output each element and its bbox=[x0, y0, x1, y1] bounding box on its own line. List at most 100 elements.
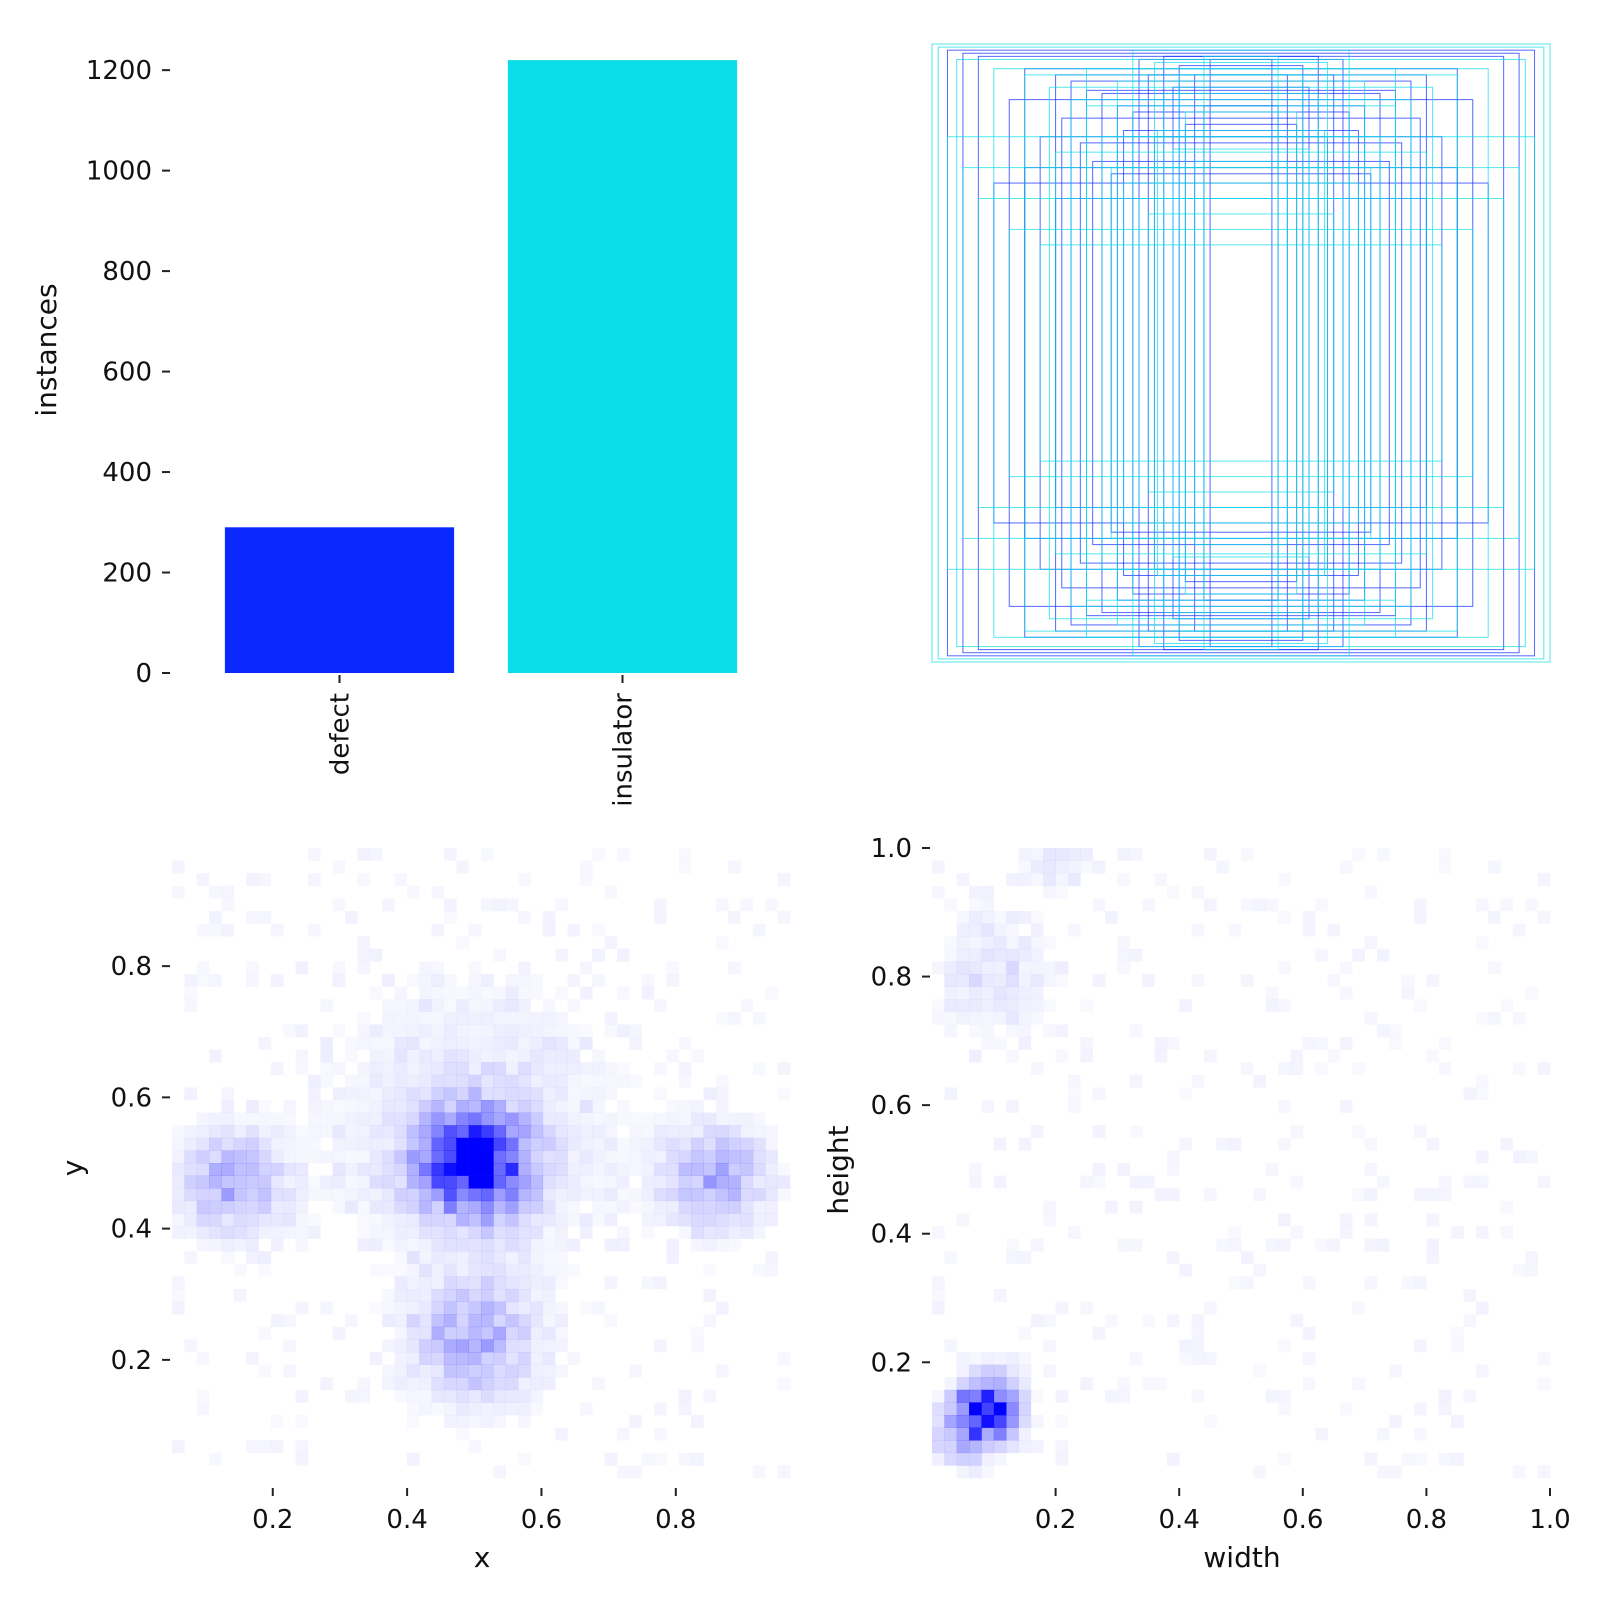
xy-cell bbox=[518, 1163, 531, 1176]
xy-cell bbox=[518, 1226, 531, 1239]
xy-cell bbox=[296, 1062, 309, 1075]
xy-cell bbox=[530, 1150, 544, 1164]
xy-cell bbox=[728, 1012, 741, 1025]
xy-cell bbox=[493, 1377, 507, 1391]
wh-cell bbox=[1080, 1049, 1093, 1063]
xy-cell bbox=[394, 1037, 408, 1050]
wh-cell bbox=[1006, 1050, 1019, 1063]
xy-cell bbox=[468, 1049, 482, 1063]
xy-cell bbox=[592, 1100, 605, 1113]
xy-cell bbox=[406, 1226, 420, 1239]
xy-cell bbox=[406, 1125, 420, 1139]
xy-cell bbox=[443, 1175, 457, 1189]
xy-cell bbox=[530, 1238, 544, 1252]
xy-cell bbox=[443, 1251, 457, 1265]
xy-cell bbox=[369, 1163, 383, 1176]
wh-cell bbox=[1253, 1188, 1266, 1201]
wh-cell bbox=[1475, 1150, 1489, 1164]
box-defect bbox=[1092, 160, 1390, 546]
xy-cell bbox=[617, 848, 630, 861]
xy-cell bbox=[431, 1263, 445, 1277]
xy-ylabel: y bbox=[56, 1160, 89, 1177]
xy-cell bbox=[394, 1226, 408, 1239]
xy-cell bbox=[481, 848, 494, 861]
xy-cell bbox=[357, 1112, 371, 1126]
xy-cell bbox=[456, 1326, 469, 1340]
xy-cell bbox=[172, 1301, 185, 1315]
wh-cell bbox=[1204, 1188, 1217, 1201]
xy-cell bbox=[443, 1364, 457, 1378]
wh-cell bbox=[1030, 948, 1044, 962]
wh-cell bbox=[1538, 1352, 1551, 1365]
xy-cell bbox=[568, 1201, 581, 1214]
wh-cell bbox=[1191, 1339, 1205, 1353]
xy-cell bbox=[431, 1251, 445, 1265]
xy-cell bbox=[666, 1137, 680, 1151]
xy-cell bbox=[345, 1100, 358, 1113]
wh-cell bbox=[1377, 1176, 1390, 1189]
box-insulator bbox=[1048, 86, 1434, 620]
wh-cell bbox=[969, 1163, 982, 1176]
xy-cell bbox=[444, 999, 457, 1012]
wh-cell bbox=[1030, 860, 1044, 874]
xy-cell bbox=[295, 1163, 309, 1176]
xy-cell bbox=[394, 1301, 408, 1315]
xy-cell bbox=[308, 1213, 321, 1226]
wh-cell bbox=[1117, 848, 1131, 861]
xy-cell bbox=[407, 974, 420, 987]
box-insulator bbox=[937, 46, 1545, 660]
xy-cell bbox=[370, 1037, 383, 1050]
xy-cell bbox=[332, 1175, 346, 1189]
wh-cell bbox=[969, 1465, 982, 1479]
xy-cell bbox=[728, 1239, 741, 1252]
xy-cell bbox=[357, 961, 370, 974]
xy-cell bbox=[419, 1213, 432, 1227]
xy-cell bbox=[320, 1150, 333, 1164]
box-insulator bbox=[1024, 74, 1458, 632]
xy-cell bbox=[456, 1263, 469, 1277]
xy-cell bbox=[678, 1188, 692, 1202]
xy-cell bbox=[691, 1112, 704, 1126]
xy-cell bbox=[419, 1238, 432, 1252]
xy-cell bbox=[505, 1263, 519, 1277]
xy-cell bbox=[443, 1163, 457, 1176]
xy-cell bbox=[580, 861, 593, 874]
xy-cell bbox=[555, 1074, 568, 1088]
xy-cell bbox=[394, 1377, 408, 1391]
wh-cell bbox=[1056, 1415, 1069, 1428]
xy-cell bbox=[555, 1011, 568, 1025]
wh-cell bbox=[1365, 936, 1378, 949]
wh-cell bbox=[1501, 898, 1514, 911]
wh-cell bbox=[1365, 1163, 1378, 1176]
box-insulator bbox=[1110, 167, 1372, 539]
box-defect bbox=[1079, 142, 1403, 564]
wh-cell bbox=[1019, 1352, 1032, 1365]
xy-cell bbox=[246, 1188, 259, 1202]
wh-cell bbox=[1056, 1440, 1069, 1453]
xy-cell bbox=[605, 886, 618, 899]
wh-cell bbox=[969, 999, 982, 1013]
xy-cell bbox=[542, 1100, 556, 1113]
xy-cell bbox=[555, 1302, 568, 1315]
xy-cell bbox=[715, 1150, 729, 1164]
xy-cell bbox=[579, 1087, 593, 1101]
wh-cell bbox=[969, 1389, 982, 1403]
wh-cell bbox=[1241, 1251, 1254, 1265]
xy-cell bbox=[530, 974, 543, 987]
xy-cell bbox=[530, 1125, 544, 1139]
wh-cell bbox=[1068, 1226, 1081, 1239]
xy-cell bbox=[184, 1087, 198, 1101]
xy-cell bbox=[246, 1163, 259, 1176]
xy-cell bbox=[382, 1239, 395, 1252]
xy-cell bbox=[233, 1150, 247, 1164]
xy-cell bbox=[456, 1049, 469, 1063]
xy-cell bbox=[629, 1188, 642, 1201]
wh-cell bbox=[993, 923, 1007, 937]
xy-cell bbox=[530, 1049, 544, 1063]
xy-cell bbox=[320, 1377, 333, 1391]
box-insulator bbox=[1147, 213, 1335, 493]
wh-cell bbox=[1278, 1062, 1291, 1075]
wh-cell bbox=[1006, 1024, 1019, 1037]
xy-cell bbox=[406, 1213, 420, 1227]
xy-cell bbox=[481, 898, 494, 911]
